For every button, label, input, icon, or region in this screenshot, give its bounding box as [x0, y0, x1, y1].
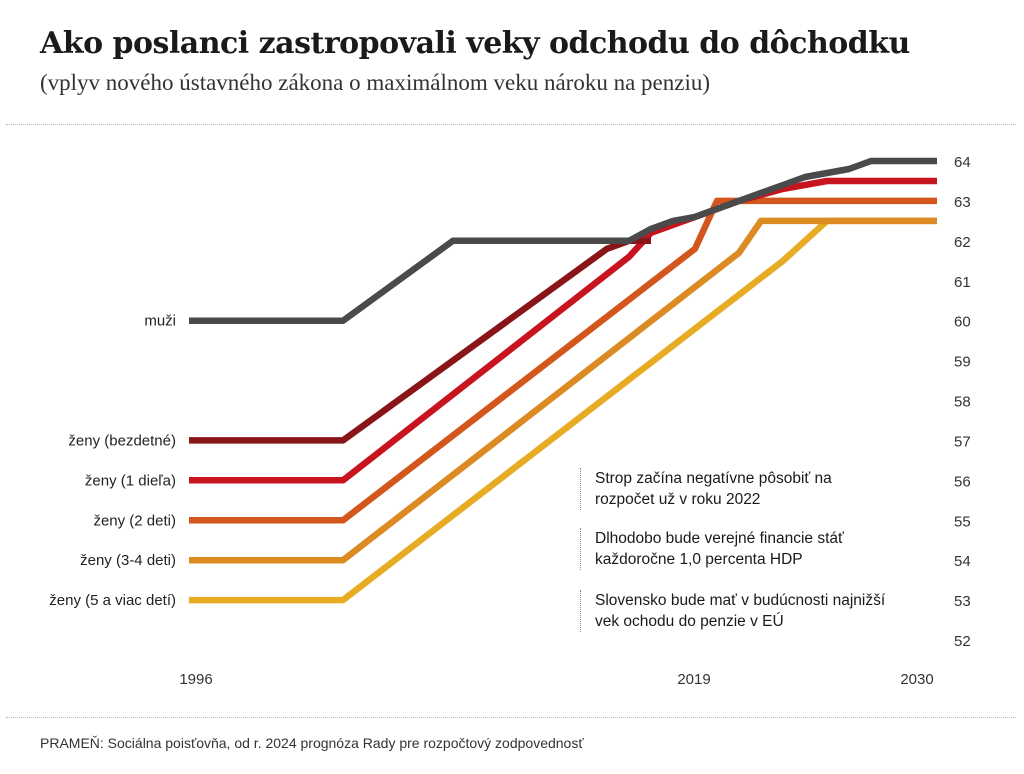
series-label: ženy (5 a viac detí): [49, 592, 176, 609]
y-tick-label: 53: [954, 593, 971, 610]
x-tick-label: 1996: [179, 671, 212, 688]
y-tick-label: 58: [954, 394, 971, 411]
y-tick-label: 63: [954, 194, 971, 211]
series-label: ženy (3-4 deti): [80, 552, 176, 569]
annotation-box: Strop začína negatívne pôsobiť na rozpoč…: [580, 468, 895, 510]
series-line: [189, 157, 937, 324]
y-tick-label: 52: [954, 633, 971, 650]
series-line: [189, 237, 651, 444]
x-tick-label: 2019: [677, 671, 710, 688]
annotation-box: Slovensko bude mať v budúcnosti najnižší…: [580, 590, 895, 632]
annotation-1: Strop začína negatívne pôsobiť na rozpoč…: [595, 470, 832, 508]
y-tick-label: 62: [954, 234, 971, 251]
chart-title: Ako poslanci zastropovali veky odchodu d…: [40, 26, 910, 61]
x-tick-label: 2030: [900, 671, 933, 688]
chart-subtitle: (vplyv nového ústavného zákona o maximál…: [40, 70, 711, 95]
series-label: muži: [144, 313, 176, 330]
y-tick-label: 54: [954, 553, 971, 570]
annotation-2: Dlhodobo bude verejné financie stáť každ…: [595, 530, 844, 568]
series-label: ženy (1 dieľa): [85, 472, 176, 489]
y-tick-label: 59: [954, 354, 971, 371]
chart-panel: [6, 124, 1016, 718]
y-tick-label: 61: [954, 274, 971, 291]
annotation-3: Slovensko bude mať v budúcnosti najnižší…: [595, 592, 886, 630]
y-tick-label: 56: [954, 473, 971, 490]
y-tick-label: 60: [954, 314, 971, 331]
series-line: [189, 197, 937, 524]
series-line: [189, 217, 937, 564]
y-tick-label: 55: [954, 513, 971, 530]
series-label: ženy (bezdetné): [68, 432, 176, 449]
y-tick-label: 57: [954, 433, 971, 450]
source-note: PRAMEŇ: Sociálna poisťovňa, od r. 2024 p…: [40, 735, 584, 751]
y-tick-label: 64: [954, 154, 971, 171]
series-label: ženy (2 deti): [93, 512, 176, 529]
annotation-box: Dlhodobo bude verejné financie stáť každ…: [580, 528, 895, 570]
